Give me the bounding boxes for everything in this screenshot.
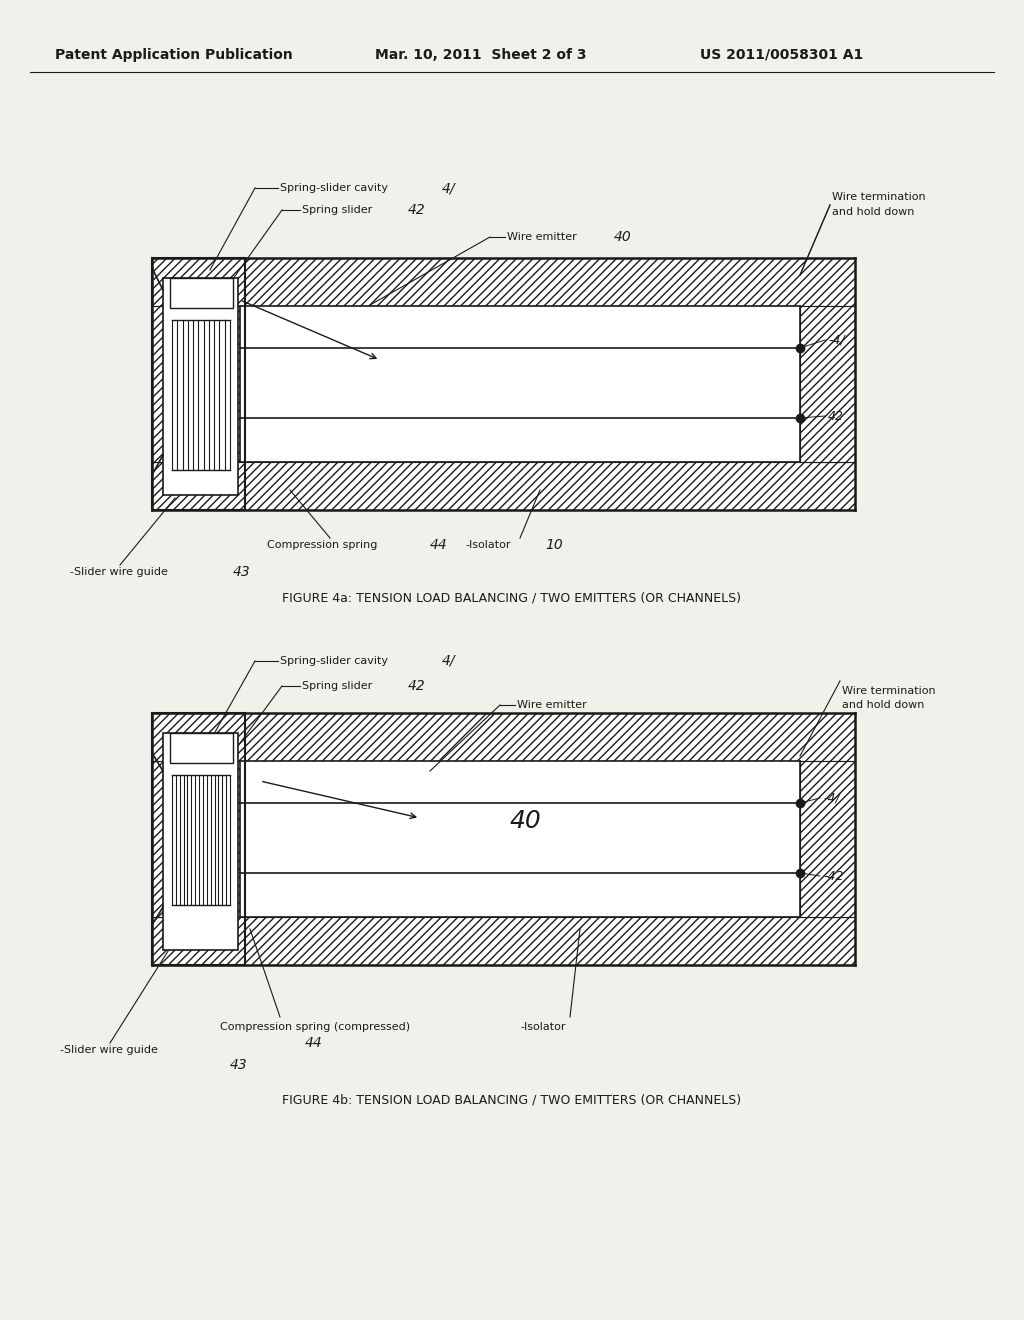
Text: 4/: 4/ <box>442 653 456 668</box>
Text: 42: 42 <box>408 203 426 216</box>
Bar <box>163 279 238 495</box>
Text: Patent Application Publication: Patent Application Publication <box>55 48 293 62</box>
Bar <box>152 713 245 965</box>
Bar <box>800 762 855 917</box>
Text: 44: 44 <box>430 539 447 552</box>
Text: -4/: -4/ <box>828 334 845 346</box>
Text: 40: 40 <box>510 809 542 833</box>
Bar <box>240 306 800 462</box>
Bar <box>800 306 855 462</box>
Bar <box>163 733 238 950</box>
Bar <box>152 462 855 510</box>
Bar <box>152 257 855 306</box>
Text: Wire termination: Wire termination <box>842 686 936 696</box>
Text: 40: 40 <box>614 230 632 244</box>
Text: 43: 43 <box>230 1059 248 1072</box>
Bar <box>152 713 855 762</box>
Text: and hold down: and hold down <box>842 700 925 710</box>
Bar <box>152 762 240 917</box>
Text: Compression spring: Compression spring <box>267 540 378 550</box>
Text: Spring-slider cavity: Spring-slider cavity <box>280 656 388 667</box>
Text: and hold down: and hold down <box>831 207 914 216</box>
Text: FIGURE 4b: TENSION LOAD BALANCING / TWO EMITTERS (OR CHANNELS): FIGURE 4b: TENSION LOAD BALANCING / TWO … <box>283 1093 741 1106</box>
Text: Wire emitter: Wire emitter <box>507 232 577 242</box>
Text: 43: 43 <box>233 565 251 579</box>
Text: Spring slider: Spring slider <box>302 681 373 690</box>
Bar <box>152 257 245 510</box>
Text: 42: 42 <box>828 409 844 422</box>
Text: Wire termination: Wire termination <box>831 191 926 202</box>
Text: Compression spring (compressed): Compression spring (compressed) <box>220 1022 411 1032</box>
Bar <box>170 733 233 763</box>
Text: FIGURE 4a: TENSION LOAD BALANCING / TWO EMITTERS (OR CHANNELS): FIGURE 4a: TENSION LOAD BALANCING / TWO … <box>283 591 741 605</box>
Bar <box>240 762 800 917</box>
Bar <box>170 279 233 308</box>
Text: Spring slider: Spring slider <box>302 205 373 215</box>
Text: Spring-slider cavity: Spring-slider cavity <box>280 183 388 193</box>
Text: Wire emitter: Wire emitter <box>517 700 587 710</box>
Bar <box>152 306 240 462</box>
Text: 4/: 4/ <box>442 181 456 195</box>
Text: -Slider wire guide: -Slider wire guide <box>60 1045 158 1055</box>
Text: -Slider wire guide: -Slider wire guide <box>70 568 168 577</box>
Text: -Isolator: -Isolator <box>465 540 511 550</box>
Text: US 2011/0058301 A1: US 2011/0058301 A1 <box>700 48 863 62</box>
Bar <box>152 917 855 965</box>
Text: 42: 42 <box>408 678 426 693</box>
Text: 44: 44 <box>305 1036 323 1049</box>
Text: -4/: -4/ <box>823 792 840 804</box>
Text: 10: 10 <box>545 539 563 552</box>
Text: Mar. 10, 2011  Sheet 2 of 3: Mar. 10, 2011 Sheet 2 of 3 <box>375 48 587 62</box>
Text: -Isolator: -Isolator <box>520 1022 565 1032</box>
Text: -42: -42 <box>823 870 844 883</box>
